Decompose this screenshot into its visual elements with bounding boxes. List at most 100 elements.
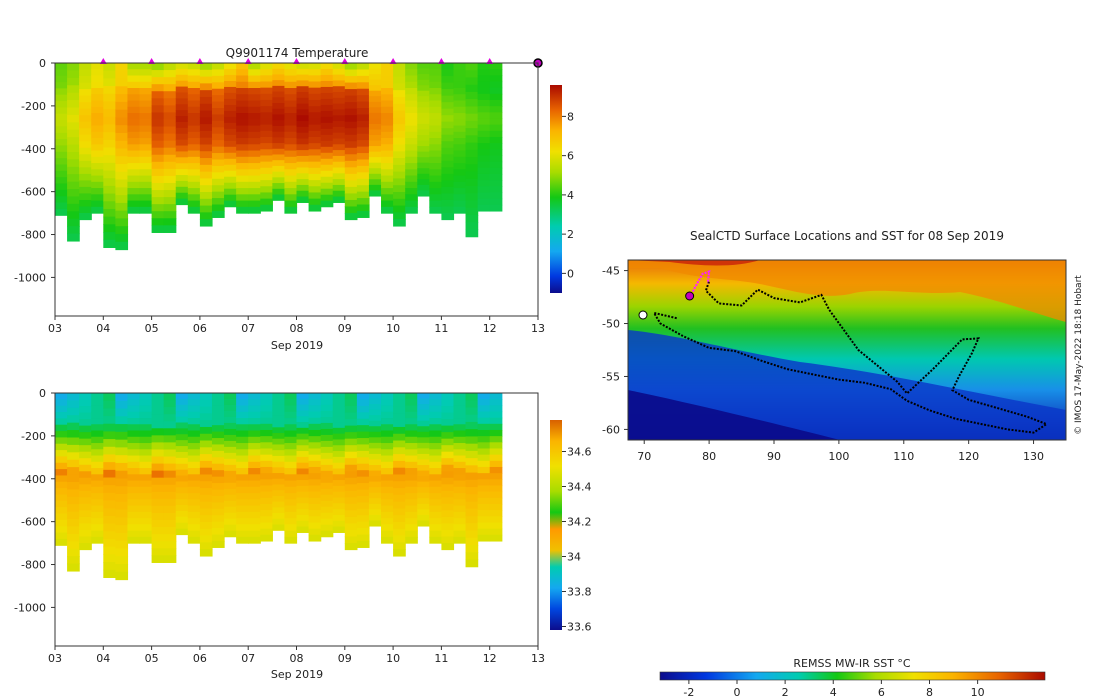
depth-bin xyxy=(91,505,104,513)
depth-bin xyxy=(199,460,213,469)
depth-bin xyxy=(405,113,418,120)
depth-bin xyxy=(296,462,310,470)
profile-column xyxy=(163,393,177,563)
depth-bin xyxy=(272,91,286,98)
depth-bin xyxy=(344,406,358,414)
depth-bin xyxy=(453,206,467,214)
depth-bin xyxy=(55,126,68,134)
depth-bin xyxy=(224,92,237,100)
depth-bin xyxy=(127,536,141,544)
depth-bin xyxy=(55,107,68,115)
depth-bin xyxy=(477,466,491,474)
depth-bin xyxy=(67,407,80,416)
depth-bin xyxy=(79,82,92,90)
depth-bin xyxy=(151,91,165,99)
depth-bin xyxy=(103,485,116,494)
depth-bin xyxy=(429,94,442,102)
depth-bin xyxy=(187,175,201,183)
depth-bin xyxy=(453,461,467,469)
depth-bin xyxy=(163,154,177,163)
depth-bin xyxy=(236,468,249,475)
depth-bin xyxy=(163,119,177,128)
depth-bin xyxy=(284,524,298,532)
profile-column xyxy=(368,63,382,197)
depth-bin xyxy=(453,100,467,108)
depth-bin xyxy=(477,429,491,437)
depth-bin xyxy=(417,184,430,191)
depth-bin xyxy=(320,452,334,460)
depth-bin xyxy=(489,173,503,181)
profile-column xyxy=(393,63,406,227)
depth-bin xyxy=(477,399,491,406)
depth-bin xyxy=(477,485,491,493)
depth-bin xyxy=(103,439,116,448)
depth-bin xyxy=(67,489,80,498)
depth-bin xyxy=(344,497,358,505)
depth-bin xyxy=(103,116,116,126)
depth-bin xyxy=(175,133,189,141)
depth-bin xyxy=(381,455,394,463)
depth-bin xyxy=(67,548,80,557)
depth-bin xyxy=(272,120,286,127)
depth-bin xyxy=(429,63,442,70)
depth-bin xyxy=(55,469,68,477)
depth-bin xyxy=(199,433,213,442)
depth-bin xyxy=(332,97,346,105)
profile-column xyxy=(115,393,129,581)
depth-bin xyxy=(175,499,189,506)
depth-bin xyxy=(465,214,479,223)
depth-bin xyxy=(320,500,334,508)
depth-bin xyxy=(139,150,153,158)
depth-bin xyxy=(284,436,298,444)
depth-bin xyxy=(248,144,261,152)
depth-bin xyxy=(429,75,442,83)
profile-column xyxy=(489,393,503,542)
depth-bin xyxy=(393,83,406,91)
depth-bin xyxy=(67,114,80,123)
depth-bin xyxy=(248,524,261,532)
depth-bin xyxy=(405,474,418,482)
depth-bin xyxy=(284,474,298,482)
profile-column xyxy=(91,393,104,544)
depth-bin xyxy=(151,421,165,429)
depth-bin xyxy=(465,414,479,423)
map-x-tick-label: 90 xyxy=(767,450,781,463)
depth-bin xyxy=(91,511,104,519)
depth-bin xyxy=(356,438,370,446)
depth-bin xyxy=(139,200,153,208)
depth-bin xyxy=(465,450,479,459)
depth-bin xyxy=(296,121,310,128)
depth-bin xyxy=(248,480,261,488)
colorbar-tick-label: 34.2 xyxy=(567,516,592,529)
depth-bin xyxy=(453,399,467,407)
depth-bin xyxy=(393,399,406,408)
temperature-panel: Q9901174 Temperature 0-200-400-600-800-1… xyxy=(14,46,574,352)
depth-bin xyxy=(417,179,430,186)
depth-bin xyxy=(477,198,491,206)
depth-bin xyxy=(199,488,213,496)
y-tick-label: -600 xyxy=(21,516,46,529)
depth-bin xyxy=(67,211,80,220)
depth-bin xyxy=(441,108,455,116)
depth-bin xyxy=(453,530,467,538)
depth-bin xyxy=(248,63,261,70)
depth-bin xyxy=(224,518,237,526)
depth-bin xyxy=(224,416,237,424)
depth-bin xyxy=(453,119,467,127)
depth-bin xyxy=(199,110,213,118)
depth-bin xyxy=(272,438,286,446)
depth-bin xyxy=(405,175,418,183)
depth-bin xyxy=(356,508,370,516)
depth-bin xyxy=(368,503,382,510)
depth-bin xyxy=(332,86,346,93)
depth-bin xyxy=(175,74,189,82)
depth-bin xyxy=(429,194,442,202)
depth-bin xyxy=(79,76,92,84)
sst-tick-label: 6 xyxy=(878,686,885,699)
depth-bin xyxy=(417,129,430,136)
depth-bin xyxy=(272,478,286,486)
depth-bin xyxy=(489,516,503,524)
depth-bin xyxy=(175,487,189,494)
depth-bin xyxy=(489,528,503,536)
depth-bin xyxy=(429,418,442,425)
